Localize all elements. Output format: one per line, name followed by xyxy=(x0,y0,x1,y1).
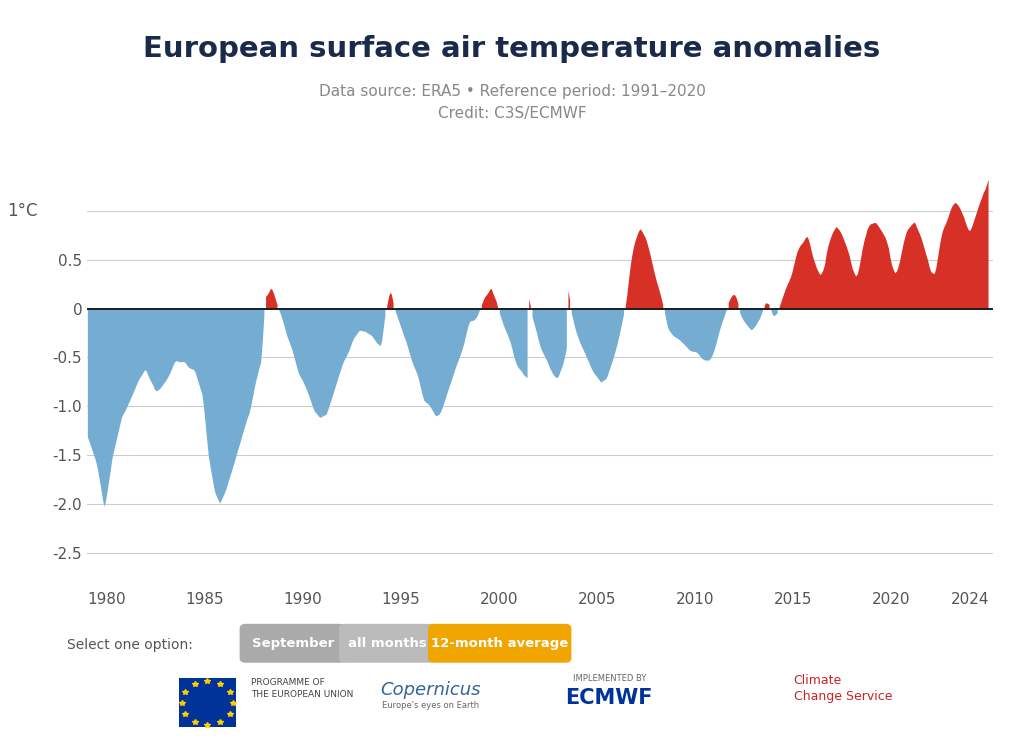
Text: 12-month average: 12-month average xyxy=(431,637,568,650)
Text: Data source: ERA5 • Reference period: 1991–2020: Data source: ERA5 • Reference period: 19… xyxy=(318,84,706,99)
Text: all months: all months xyxy=(348,637,426,650)
Text: Climate
Change Service: Climate Change Service xyxy=(794,674,892,702)
Text: IMPLEMENTED BY: IMPLEMENTED BY xyxy=(572,674,646,683)
FancyBboxPatch shape xyxy=(428,624,571,663)
Text: Copernicus: Copernicus xyxy=(380,681,480,699)
Text: European surface air temperature anomalies: European surface air temperature anomali… xyxy=(143,34,881,63)
Text: PROGRAMME OF
THE EUROPEAN UNION: PROGRAMME OF THE EUROPEAN UNION xyxy=(251,678,353,699)
Text: Select one option:: Select one option: xyxy=(67,638,193,652)
Text: September: September xyxy=(252,637,334,650)
Text: Europe's eyes on Earth: Europe's eyes on Earth xyxy=(382,701,478,710)
FancyBboxPatch shape xyxy=(240,624,346,663)
Text: Credit: C3S/ECMWF: Credit: C3S/ECMWF xyxy=(437,106,587,121)
Text: ECMWF: ECMWF xyxy=(565,688,653,708)
Text: 1°C: 1°C xyxy=(7,202,37,220)
FancyBboxPatch shape xyxy=(339,624,435,663)
